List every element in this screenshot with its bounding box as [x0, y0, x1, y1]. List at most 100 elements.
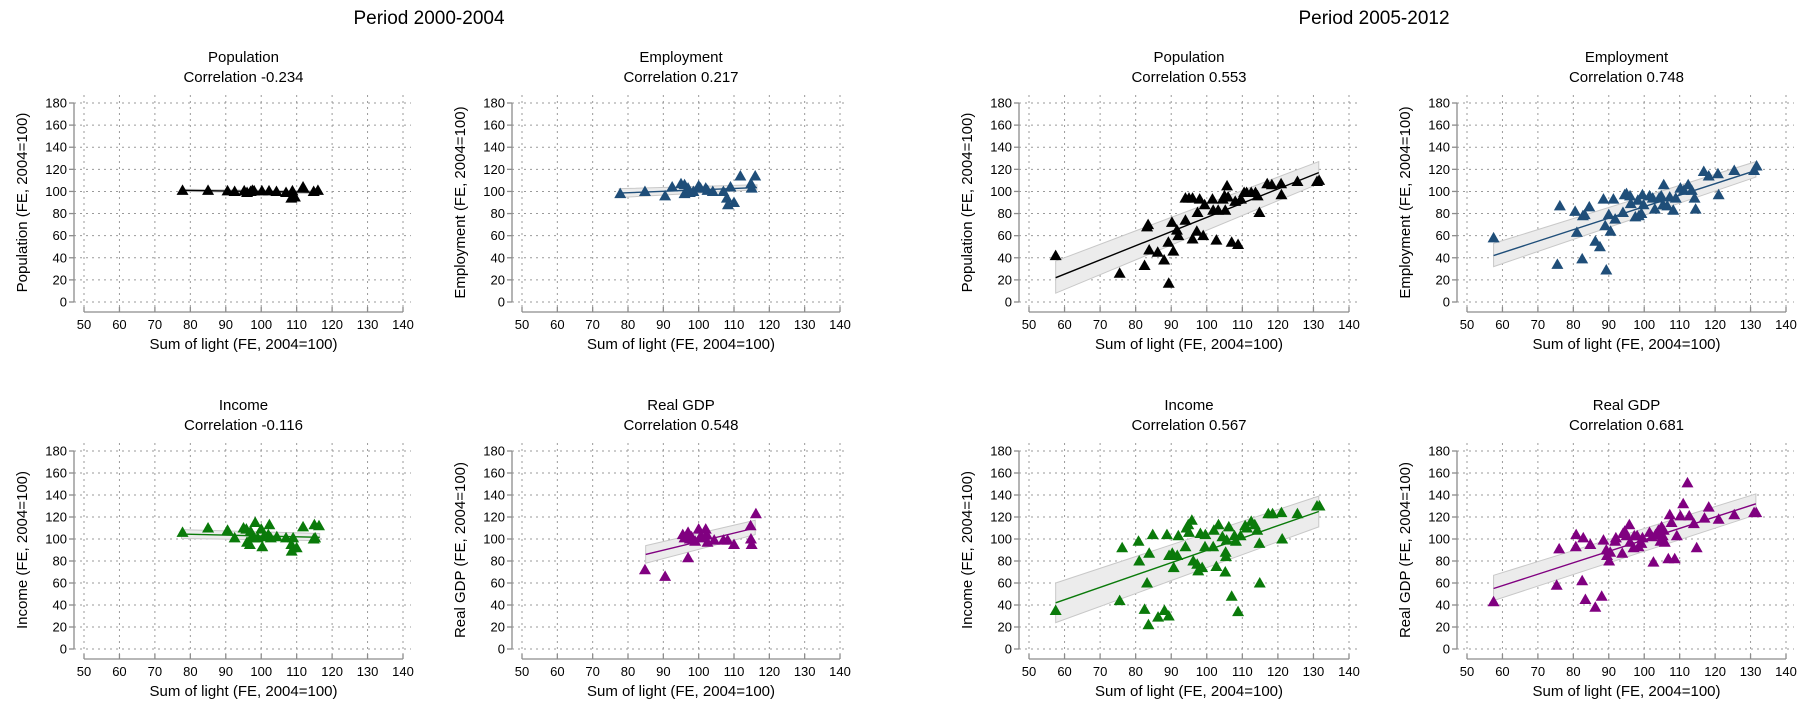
x-tick-label: 130	[357, 664, 379, 679]
data-point	[706, 185, 719, 196]
y-tick-label: 180	[483, 96, 505, 111]
data-point	[1603, 555, 1616, 566]
data-point	[1266, 507, 1279, 519]
y-tick-label: 120	[990, 162, 1012, 177]
data-point	[728, 538, 740, 549]
x-axis-label: Sum of light (FE, 2004=100)	[587, 336, 775, 353]
x-tick-label: 140	[392, 317, 414, 332]
x-tick-label: 50	[1022, 317, 1036, 332]
data-point	[1151, 246, 1164, 257]
data-point	[1313, 174, 1326, 185]
y-tick-label: 20	[1436, 620, 1450, 635]
data-point	[734, 169, 747, 181]
data-point	[1133, 555, 1146, 566]
y-tick-label: 180	[1428, 96, 1450, 111]
y-axis-label: Employment (FE, 2004=100)	[452, 106, 469, 298]
x-tick-label: 130	[357, 317, 379, 332]
data-point	[270, 530, 283, 542]
data-point	[1142, 218, 1155, 230]
data-point	[1172, 229, 1185, 241]
y-tick-label: 140	[45, 140, 67, 155]
y-tick-label: 0	[1443, 295, 1450, 310]
data-point	[666, 181, 679, 192]
x-tick-label: 140	[1775, 664, 1797, 679]
data-point	[1690, 541, 1703, 553]
data-point	[202, 184, 215, 195]
data-point	[297, 181, 310, 192]
x-tick-label: 90	[1164, 664, 1178, 679]
y-tick-label: 20	[53, 620, 67, 635]
period-title-2000-2004: Period 2000-2004	[353, 8, 504, 29]
data-point	[243, 538, 256, 549]
data-point	[1635, 537, 1648, 548]
correlation-label: Correlation 0.553	[1131, 69, 1246, 86]
panel-income-2000-2004: Income Correlation -0.116 0 20 40 60 80 100 120 1…	[14, 397, 414, 700]
correlation-label: Correlation -0.116	[184, 417, 303, 434]
x-tick-label: 100	[1196, 317, 1218, 332]
data-point	[1275, 177, 1288, 189]
data-point	[1199, 528, 1212, 540]
y-axis-label: Income (FE, 2004=100)	[959, 471, 976, 629]
y-tick-label: 40	[53, 250, 67, 265]
data-point	[1253, 537, 1266, 548]
x-tick-label: 80	[183, 664, 197, 679]
data-point	[1589, 235, 1602, 246]
data-point	[1165, 216, 1178, 227]
x-tick-label: 50	[77, 317, 91, 332]
y-tick-label: 120	[45, 162, 67, 177]
y-tick-label: 160	[990, 466, 1012, 481]
x-axis-label: Sum of light (FE, 2004=100)	[149, 683, 337, 700]
data-point	[1132, 535, 1145, 546]
data-point	[1685, 184, 1698, 195]
data-point	[1138, 259, 1151, 271]
data-point	[1569, 540, 1582, 552]
x-tick-label: 80	[183, 317, 197, 332]
data-point	[1183, 526, 1195, 537]
y-tick-label: 120	[45, 510, 67, 525]
x-tick-label: 120	[321, 664, 343, 679]
data-point	[1234, 193, 1247, 204]
data-point	[1597, 193, 1610, 204]
y-tick-label: 160	[1428, 118, 1450, 133]
data-point	[1116, 541, 1129, 553]
y-tick-label: 100	[990, 532, 1012, 547]
data-point	[744, 519, 757, 531]
data-point	[1275, 188, 1288, 200]
x-tick-label: 60	[550, 664, 564, 679]
data-point	[1276, 533, 1289, 544]
data-point	[1232, 238, 1245, 250]
x-tick-label: 140	[1775, 317, 1797, 332]
data-point	[1143, 547, 1156, 558]
data-point	[745, 538, 758, 549]
data-point	[1702, 169, 1715, 181]
data-point	[1185, 514, 1198, 525]
data-point	[1141, 577, 1154, 588]
x-tick-label: 80	[1128, 317, 1142, 332]
panel-title: Population	[1154, 49, 1225, 66]
y-tick-label: 0	[1443, 642, 1450, 657]
y-tick-label: 80	[491, 554, 505, 569]
y-tick-label: 60	[998, 576, 1012, 591]
y-tick-label: 140	[1428, 140, 1450, 155]
y-tick-label: 60	[491, 576, 505, 591]
data-point	[682, 551, 695, 563]
x-tick-label: 70	[1531, 664, 1545, 679]
correlation-label: Correlation 0.567	[1131, 417, 1246, 434]
data-point	[255, 523, 268, 534]
data-point	[1670, 529, 1683, 541]
data-point	[1049, 249, 1062, 261]
y-tick-label: 60	[998, 228, 1012, 243]
x-tick-label: 110	[1232, 317, 1253, 332]
fit-line	[1055, 510, 1320, 604]
data-point	[720, 192, 733, 203]
y-tick-label: 20	[998, 620, 1012, 635]
y-tick-label: 0	[1005, 642, 1012, 657]
data-point	[1487, 595, 1500, 607]
panel-population-2000-2004: Population Correlation -0.234 0 20 40 60 80 100…	[14, 49, 414, 353]
x-tick-label: 140	[1338, 664, 1360, 679]
data-point	[1265, 178, 1278, 190]
y-tick-label: 160	[483, 466, 505, 481]
y-tick-label: 40	[491, 250, 505, 265]
panel-real-gdp-2005-2012: Real GDP Correlation 0.681 0 20 40 60 80 100 120…	[1397, 397, 1797, 700]
x-tick-label: 80	[1566, 317, 1580, 332]
